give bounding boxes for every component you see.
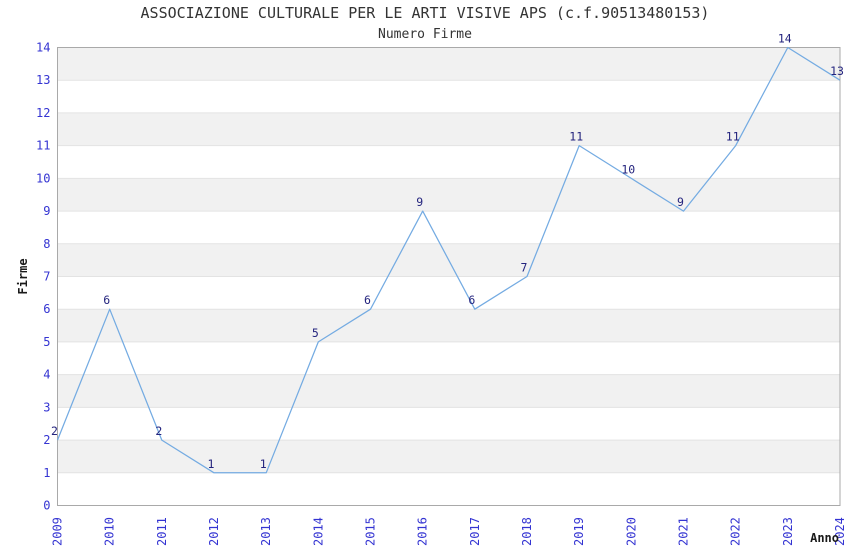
x-tick-label: 2020 (624, 517, 638, 546)
x-tick-label: 2015 (364, 517, 378, 546)
plot-band (57, 309, 840, 342)
y-tick-label: 9 (43, 204, 50, 218)
y-tick-label: 4 (43, 368, 50, 382)
x-tick-label: 2012 (207, 517, 221, 546)
x-tick-label: 2010 (103, 517, 117, 546)
y-tick-label: 2 (43, 433, 50, 447)
y-tick-label: 7 (43, 270, 50, 284)
point-label: 1 (260, 457, 267, 471)
chart-title: ASSOCIAZIONE CULTURALE PER LE ARTI VISIV… (140, 4, 710, 22)
plot-band (57, 374, 840, 408)
chart-subtitle: Numero Firme (378, 27, 472, 42)
x-tick-label: 2019 (572, 517, 586, 546)
y-tick-label: 14 (36, 41, 50, 55)
x-tick-label: 2023 (781, 517, 795, 546)
point-label: 11 (726, 130, 740, 144)
point-label: 14 (778, 32, 792, 46)
x-tick-label: 2022 (729, 517, 743, 546)
point-label: 6 (103, 293, 110, 307)
x-tick-label: 2014 (311, 517, 325, 546)
plot-band (57, 440, 840, 473)
x-tick-label: 2018 (520, 517, 534, 546)
point-label: 5 (312, 326, 319, 340)
point-label: 13 (830, 64, 844, 78)
y-tick-label: 6 (43, 302, 50, 316)
point-label: 9 (677, 195, 684, 209)
point-label: 2 (155, 424, 162, 438)
y-tick-label: 11 (36, 139, 50, 153)
x-axis-label: Anno (810, 531, 839, 545)
y-tick-label: 8 (43, 237, 50, 251)
y-tick-label: 0 (43, 499, 50, 513)
point-label: 1 (208, 457, 215, 471)
point-label: 2 (51, 424, 58, 438)
point-label: 10 (621, 162, 635, 176)
plot-band (57, 47, 840, 81)
y-tick-label: 13 (36, 73, 50, 87)
point-label: 6 (364, 293, 371, 307)
y-tick-label: 3 (43, 400, 50, 414)
x-tick-label: 2013 (259, 517, 273, 546)
plot-border (57, 47, 841, 506)
y-tick-label: 12 (36, 106, 50, 120)
y-tick-label: 1 (43, 466, 50, 480)
plot-band (57, 112, 840, 146)
x-tick-label: 2017 (468, 517, 482, 546)
x-tick-label: 2011 (155, 517, 169, 546)
point-label: 7 (521, 261, 528, 275)
y-tick-label: 10 (36, 171, 50, 185)
point-label: 9 (416, 195, 423, 209)
y-axis-label: Firme (16, 258, 30, 294)
data-line (56, 46, 841, 474)
point-label: 6 (468, 293, 475, 307)
y-tick-label: 5 (43, 335, 50, 349)
point-label: 11 (569, 130, 583, 144)
x-tick-label: 2016 (416, 517, 430, 546)
x-tick-label: 2021 (677, 517, 691, 546)
plot-band (57, 178, 840, 212)
x-tick-label: 2009 (51, 517, 65, 546)
x-tick-label: 2024 (833, 517, 847, 546)
